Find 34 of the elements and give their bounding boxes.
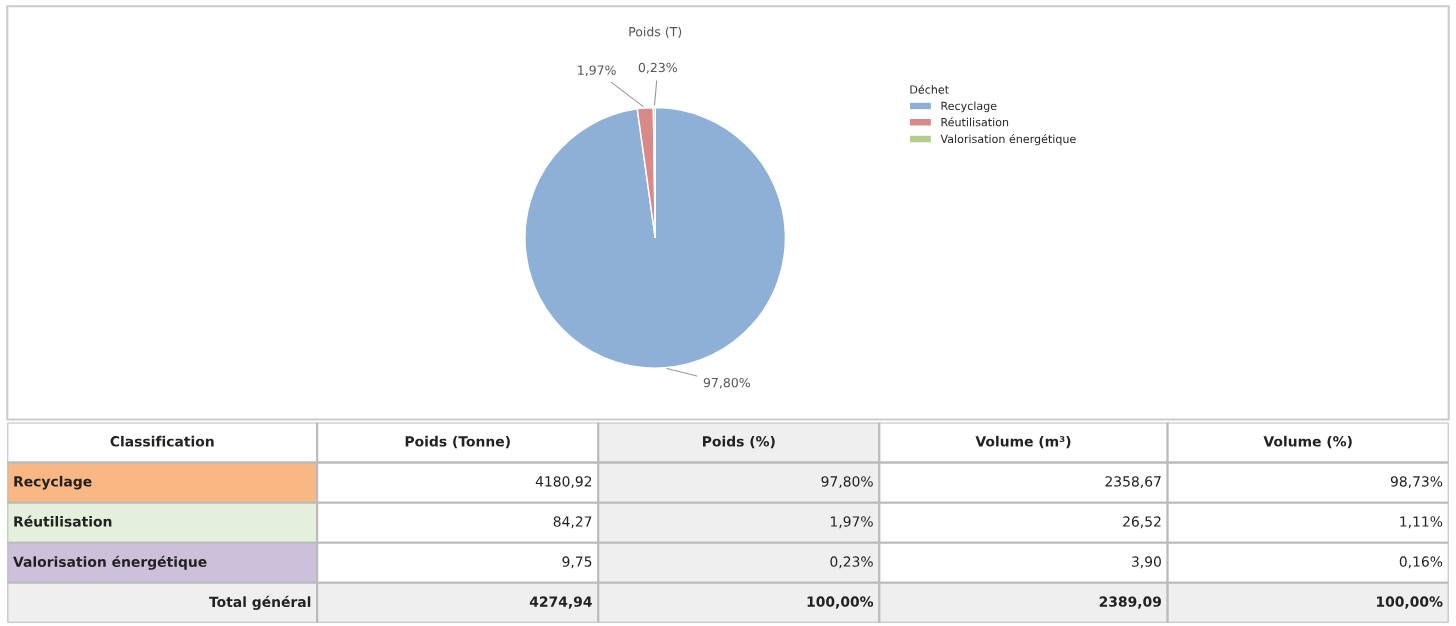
- legend-label: Réutilisation: [941, 117, 1009, 127]
- text: 1,97%: [830, 516, 873, 529]
- text: 1,11%: [1400, 516, 1443, 529]
- text: 2358,67: [1105, 476, 1161, 489]
- legend-label: Valorisation énergétique: [940, 134, 1076, 146]
- category-label: Poids (%): [703, 435, 775, 449]
- text: 97,80%: [821, 476, 873, 489]
- legend-label: Recyclage: [941, 101, 997, 113]
- category-label: Volume (%): [1263, 435, 1352, 449]
- chart-title: Poids (T): [629, 26, 682, 38]
- category-label: Volume (m³): [975, 435, 1071, 449]
- text: 4274,94: [529, 596, 592, 609]
- text: Total général: [209, 595, 311, 610]
- text: 2389,09: [1099, 596, 1161, 609]
- legend-title: Déchet: [910, 84, 949, 94]
- text: Recyclage: [14, 475, 92, 490]
- text: 100,00%: [807, 596, 874, 609]
- category-label: Classification: [110, 435, 214, 447]
- text: 100,00%: [1377, 596, 1443, 609]
- text: 98,73%: [1390, 476, 1443, 489]
- text: 26,52: [1123, 516, 1161, 529]
- text: 0,23%: [830, 556, 873, 569]
- text: Valorisation énergétique: [13, 555, 207, 570]
- text: Réutilisation: [14, 515, 112, 527]
- text: 0,16%: [1399, 556, 1443, 569]
- text: 4180,92: [535, 476, 592, 489]
- text: 9,75: [562, 556, 592, 569]
- text: 3,90: [1132, 556, 1161, 569]
- data-label: 97,80%: [703, 377, 750, 389]
- pie-slice: [524, 106, 787, 369]
- category-label: Poids (Tonne): [405, 435, 510, 449]
- data-label: 0,23%: [638, 62, 677, 74]
- data-label: 1,97%: [578, 65, 616, 77]
- text: 84,27: [553, 516, 592, 529]
